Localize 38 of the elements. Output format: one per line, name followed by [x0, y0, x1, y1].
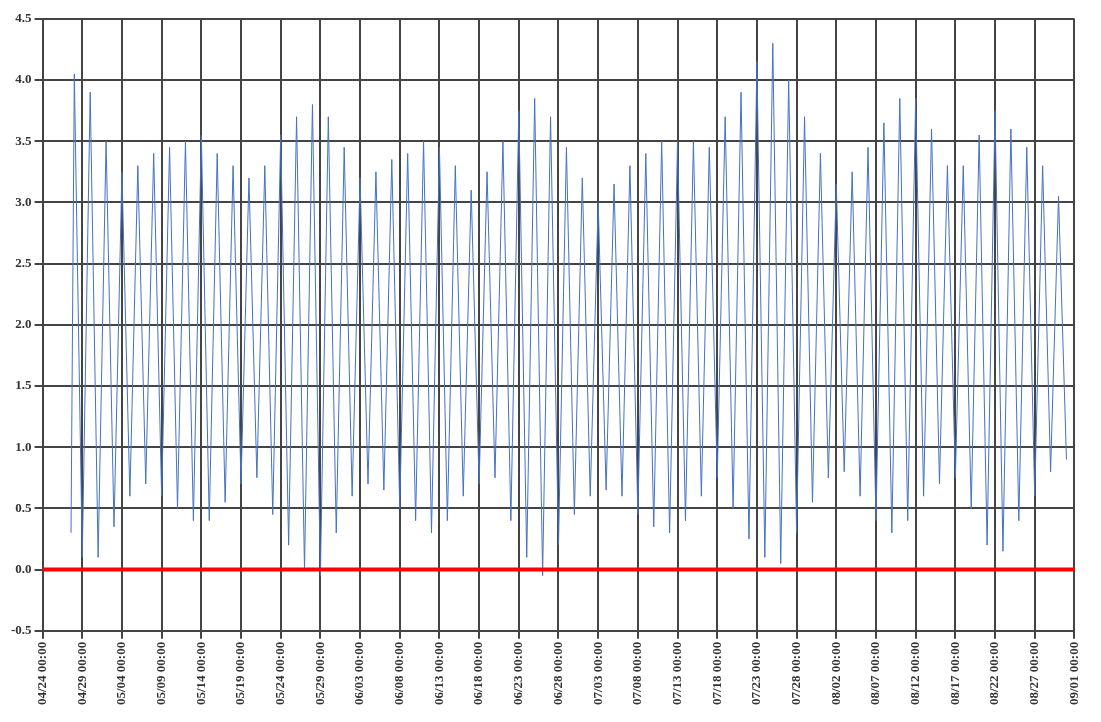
y-tick-label: 3.5 — [15, 132, 33, 148]
y-tick-label: 3.0 — [15, 193, 32, 209]
y-tick-label: 1.0 — [15, 438, 32, 454]
x-tick-label: 06/13 00:00 — [430, 641, 446, 706]
x-tick-label: 08/27 00:00 — [1026, 641, 1042, 706]
y-tick-label: 1.5 — [15, 377, 33, 393]
x-tick-label: 05/14 00:00 — [192, 641, 208, 706]
y-tick-label: 2.0 — [15, 316, 32, 332]
x-tick-label: 05/29 00:00 — [311, 641, 327, 706]
x-tick-label: 05/19 00:00 — [232, 641, 248, 706]
x-tick-label: 05/24 00:00 — [272, 641, 288, 706]
x-tick-label: 05/09 00:00 — [152, 641, 168, 706]
x-tick-label: 08/22 00:00 — [986, 641, 1002, 706]
x-tick-label: 06/03 00:00 — [351, 641, 367, 706]
y-tick-label: 2.5 — [15, 254, 33, 270]
x-tick-label: 07/08 00:00 — [629, 641, 645, 706]
y-tick-label: 0.0 — [15, 560, 32, 576]
x-tick-label: 05/04 00:00 — [113, 641, 129, 706]
x-tick-label: 08/07 00:00 — [867, 641, 883, 706]
x-tick-label: 04/24 00:00 — [33, 641, 49, 706]
y-tick-label: -0.5 — [10, 622, 33, 638]
x-tick-label: 06/18 00:00 — [470, 641, 486, 706]
x-tick-label: 07/18 00:00 — [708, 641, 724, 706]
x-tick-label: 07/23 00:00 — [748, 641, 764, 706]
x-tick-label: 09/01 00:00 — [1065, 641, 1081, 706]
x-tick-label: 08/02 00:00 — [827, 641, 843, 706]
x-tick-label: 04/29 00:00 — [73, 641, 89, 706]
x-tick-label: 07/03 00:00 — [589, 641, 605, 706]
x-tick-label: 08/12 00:00 — [907, 641, 923, 706]
x-tick-label: 07/28 00:00 — [787, 641, 803, 706]
x-tick-label: 07/13 00:00 — [668, 641, 684, 706]
y-tick-label: 4.0 — [15, 71, 32, 87]
x-tick-label: 08/17 00:00 — [946, 641, 962, 706]
x-tick-label: 06/28 00:00 — [549, 641, 565, 706]
x-tick-label: 06/23 00:00 — [510, 641, 526, 706]
x-tick-label: 06/08 00:00 — [391, 641, 407, 706]
y-tick-label: 4.5 — [15, 10, 33, 26]
y-tick-label: 0.5 — [15, 499, 33, 515]
